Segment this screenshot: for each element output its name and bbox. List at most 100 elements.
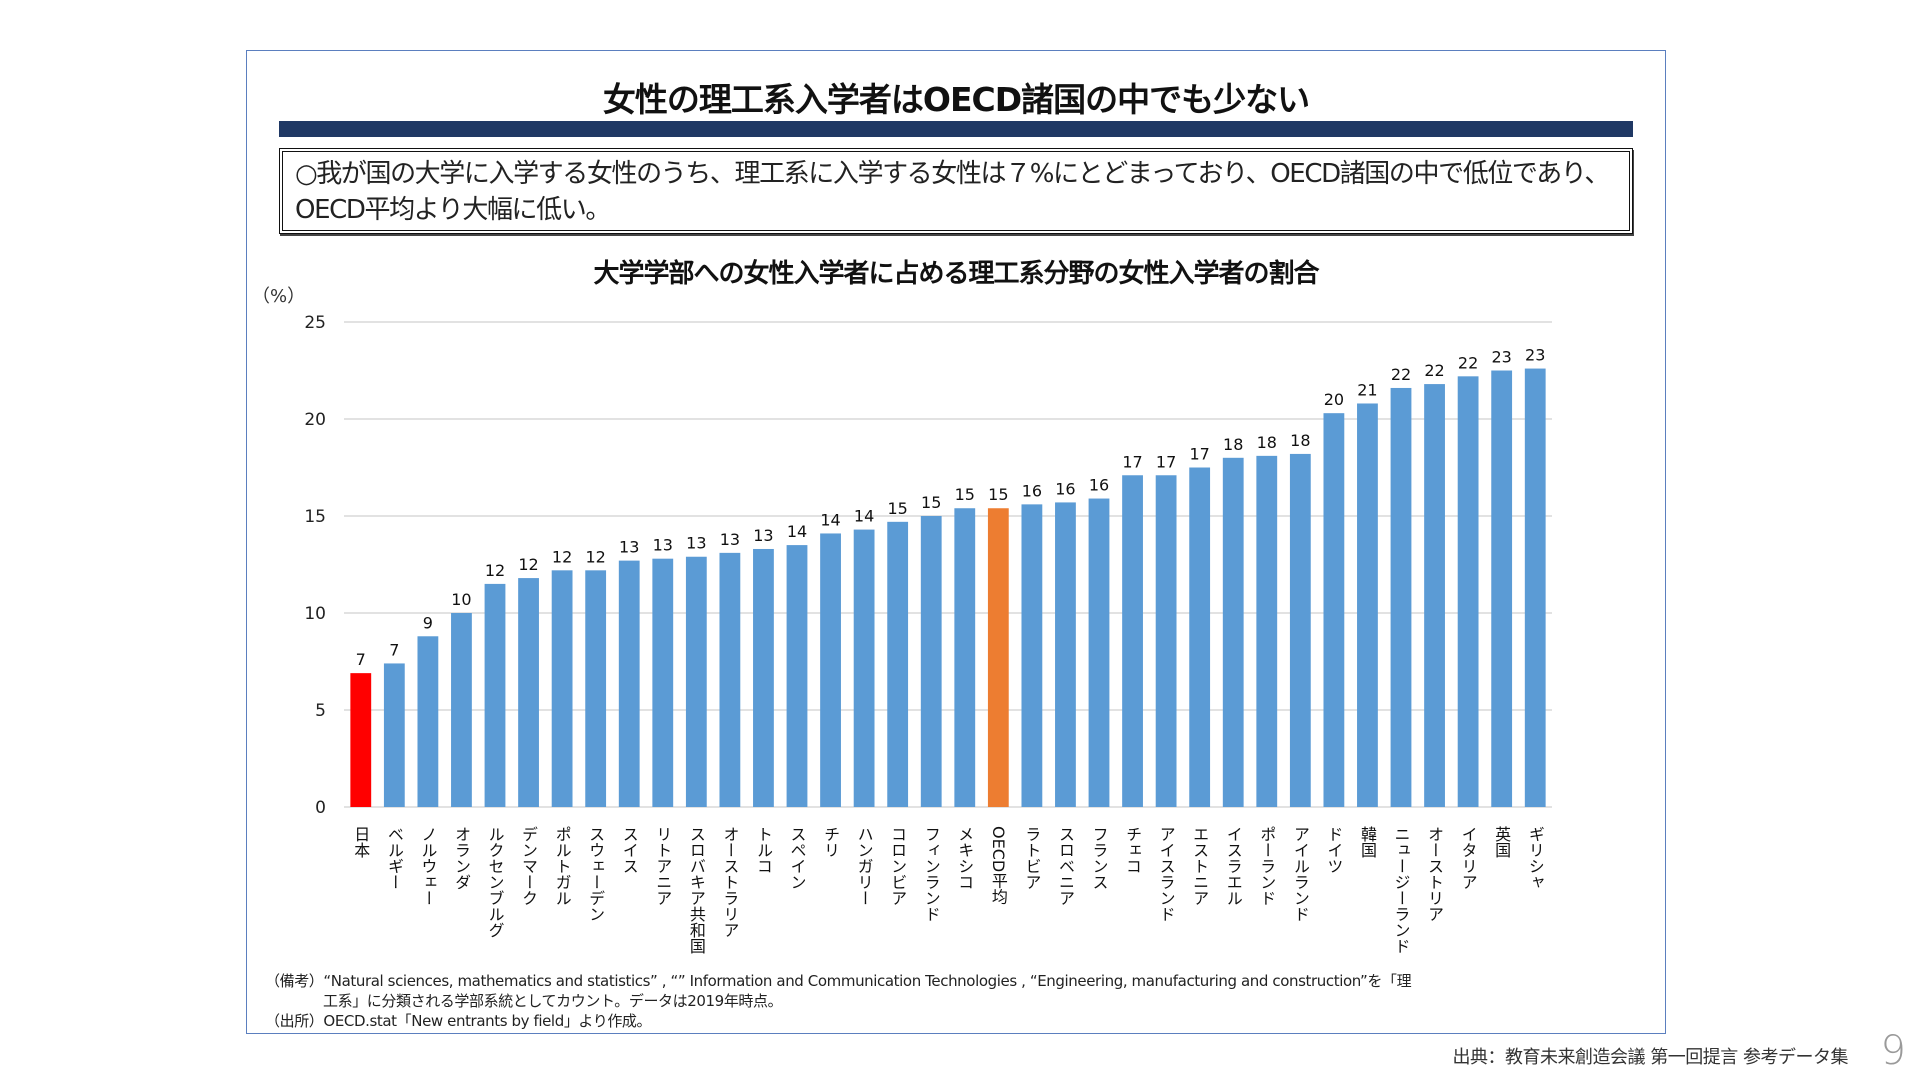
- bar-country: [1524, 368, 1546, 807]
- x-tick-label: ニュージーランド: [1392, 826, 1411, 954]
- bar-country: [685, 556, 707, 807]
- bar-country: [719, 552, 741, 807]
- x-tick-label: デンマーク: [519, 826, 538, 906]
- x-tick-label: 韓国: [1358, 826, 1377, 858]
- bar-country: [1390, 387, 1412, 807]
- data-label: 16: [1022, 481, 1042, 500]
- x-tick-label: オランダ: [452, 826, 471, 890]
- bar-country: [1021, 504, 1043, 807]
- bar-country: [1357, 403, 1378, 807]
- bar-country: [954, 508, 976, 807]
- bar-country: [786, 545, 808, 807]
- x-tick-label: イタリア: [1459, 826, 1478, 890]
- x-tick-labels: 日本 ベルギー ノルウェー オランダ ルクセンブルグ デンマーク ポルトガル スウェーデン スイ…: [351, 826, 1544, 954]
- x-tick-label: スロバキア共和国: [687, 826, 706, 954]
- data-label: 10: [451, 590, 471, 609]
- x-tick-label: スペイン: [788, 826, 807, 890]
- y-tick-label: 10: [304, 604, 326, 624]
- remarks-line-1: （備考）“Natural sciences, mathematics and s…: [265, 971, 1412, 991]
- x-tick-label: 英国: [1492, 826, 1511, 858]
- data-label: 22: [1458, 353, 1478, 372]
- remarks-text-1: “Natural sciences, mathematics and stati…: [323, 972, 1412, 990]
- data-label: 7: [356, 650, 366, 669]
- x-tick-label: チェコ: [1123, 826, 1142, 874]
- bar-country: [1122, 475, 1143, 807]
- data-label: 17: [1189, 445, 1209, 464]
- x-tick-label: コロンビア: [888, 826, 907, 906]
- data-label: 21: [1357, 380, 1377, 399]
- x-tick-label: ラトビア: [1022, 826, 1041, 890]
- data-label: 17: [1122, 452, 1142, 471]
- data-label: 22: [1424, 361, 1444, 380]
- x-tick-label: チリ: [821, 826, 840, 858]
- remarks-label: （備考）: [265, 972, 324, 990]
- x-tick-label: ハンガリー: [855, 826, 874, 906]
- bar-country: [853, 529, 875, 807]
- x-tick-label: ギリシャ: [1526, 826, 1545, 890]
- y-tick-label: 15: [304, 507, 326, 527]
- x-tick-label: フランス: [1090, 826, 1109, 890]
- data-label: 15: [921, 493, 941, 512]
- x-tick-label: OECD平均: [989, 826, 1008, 905]
- x-tick-label: リトアニア: [653, 826, 672, 906]
- x-tick-label: オーストリア: [1425, 826, 1444, 922]
- data-label: 23: [1525, 346, 1545, 365]
- x-tick-label: スロベニア: [1056, 826, 1075, 906]
- data-label: 17: [1156, 452, 1176, 471]
- bar-oecd: [987, 508, 1009, 807]
- y-tick-label: 20: [304, 410, 326, 430]
- footer-source: 出典：教育未来創造会議 第一回提言 参考データ集: [1452, 1047, 1849, 1068]
- data-label: 13: [720, 530, 740, 549]
- bar-country: [1055, 502, 1076, 807]
- x-tick-label: イスラエル: [1224, 826, 1243, 906]
- bar-country: [1088, 498, 1110, 807]
- data-label: 14: [820, 510, 840, 529]
- summary-box: ○我が国の大学に入学する女性のうち、理工系に入学する女性は７%にとどまっており、…: [279, 148, 1633, 234]
- slide-title: 女性の理工系入学者はOECD諸国の中でも少ない: [602, 80, 1310, 119]
- data-label: 13: [686, 534, 706, 553]
- data-label: 9: [423, 613, 433, 632]
- bar-country: [484, 583, 506, 807]
- bar-japan: [350, 673, 372, 807]
- data-label: 12: [485, 561, 505, 580]
- data-label: 13: [619, 538, 639, 557]
- x-tick-label: ベルギー: [385, 826, 404, 890]
- y-tick-labels: 0 5 10 15 20 25: [304, 313, 326, 818]
- x-tick-label: アイルランド: [1291, 826, 1310, 922]
- bar-country: [451, 613, 472, 807]
- data-label: 15: [955, 485, 975, 504]
- chart-title: 大学学部への女性入学者に占める理工系分野の女性入学者の割合: [593, 259, 1319, 289]
- x-tick-label: 日本: [351, 826, 370, 858]
- bar-country: [551, 570, 573, 807]
- bar-country: [383, 663, 405, 807]
- x-tick-label: ポーランド: [1257, 826, 1276, 906]
- data-label: 12: [585, 547, 605, 566]
- bar-country: [1189, 467, 1211, 807]
- bars: [350, 368, 1546, 807]
- data-labels: 7 7 9 10 12 12 12 12 13 13 13 13 13 14 14 14 15 15 15 15 16 1…: [356, 346, 1546, 670]
- data-label: 14: [787, 522, 807, 541]
- data-label: 12: [552, 547, 572, 566]
- bar-country: [753, 548, 774, 807]
- bar-country: [1289, 453, 1311, 807]
- data-label: 16: [1089, 476, 1109, 495]
- bar-country: [618, 560, 640, 807]
- chart-notes: （備考）“Natural sciences, mathematics and s…: [265, 971, 1412, 1031]
- bar-country: [585, 570, 607, 807]
- data-label: 20: [1324, 390, 1344, 409]
- bar-country: [518, 578, 539, 807]
- data-label: 16: [1055, 479, 1075, 498]
- source-label: （出所）: [265, 1012, 324, 1030]
- x-tick-label: ドイツ: [1324, 826, 1343, 874]
- data-label: 12: [518, 555, 538, 574]
- x-tick-label: スウェーデン: [586, 826, 605, 922]
- bar-country: [1155, 475, 1177, 807]
- data-label: 22: [1391, 365, 1411, 384]
- data-label: 23: [1491, 348, 1511, 367]
- y-tick-label: 0: [315, 798, 326, 818]
- x-tick-label: フィンランド: [922, 826, 941, 922]
- data-label: 18: [1290, 431, 1310, 450]
- bar-country: [652, 558, 674, 807]
- y-tick-label: 5: [315, 701, 326, 721]
- x-tick-label: アイスランド: [1157, 826, 1176, 922]
